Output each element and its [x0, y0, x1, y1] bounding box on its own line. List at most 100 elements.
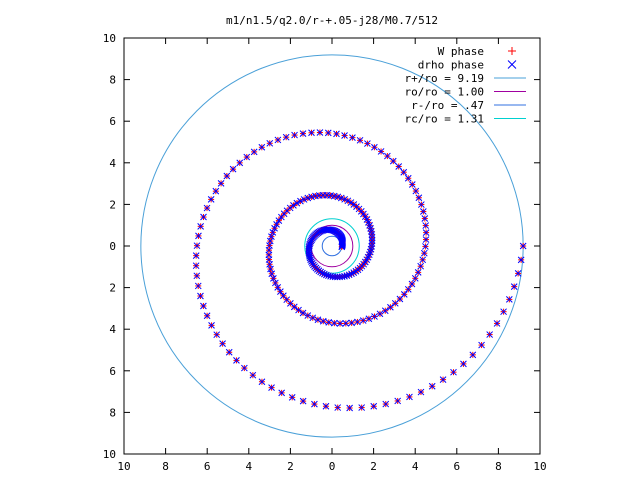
- point-1-196: [316, 129, 324, 136]
- x-tick-label-4: 2: [287, 460, 294, 473]
- point-1-170: [417, 262, 425, 270]
- legend-swatch-1: [507, 60, 517, 69]
- point-1-250: [469, 351, 477, 359]
- point-1-195: [324, 129, 332, 137]
- point-1-161: [381, 307, 389, 315]
- point-1-115: [304, 194, 312, 202]
- point-1-222: [200, 302, 207, 310]
- point-1-224: [208, 322, 215, 329]
- y-tick-label-5: 0: [109, 240, 116, 253]
- point-1-220: [194, 282, 202, 290]
- y-tick-label-0: 10: [103, 448, 116, 461]
- legend-swatch-0: [508, 47, 516, 55]
- point-1-174: [422, 236, 430, 243]
- point-1-241: [370, 402, 378, 410]
- point-1-258: [517, 256, 525, 264]
- point-1-254: [500, 308, 507, 316]
- point-1-160: [376, 310, 384, 318]
- point-1-194: [333, 130, 340, 138]
- point-1-171: [419, 256, 427, 264]
- point-1-51: [306, 254, 314, 262]
- point-1-71: [341, 272, 348, 280]
- point-1-244: [406, 393, 413, 401]
- point-1-209: [217, 179, 225, 187]
- y-tick-label-3: 4: [109, 323, 116, 336]
- point-1-204: [250, 148, 258, 156]
- point-1-197: [308, 129, 315, 137]
- point-1-246: [428, 382, 436, 390]
- point-1-189: [371, 143, 378, 151]
- point-1-242: [382, 400, 390, 408]
- point-1-180: [415, 194, 423, 202]
- point-1-136: [268, 270, 276, 278]
- point-1-234: [288, 394, 296, 401]
- point-1-168: [411, 274, 419, 282]
- point-1-146: [299, 309, 307, 317]
- legend-label-4: r-/ro = .47: [411, 99, 484, 112]
- point-1-188: [377, 148, 385, 155]
- point-1-202: [266, 139, 274, 147]
- point-1-214: [197, 222, 205, 230]
- point-1-237: [322, 402, 330, 410]
- point-1-215: [195, 232, 202, 240]
- point-1-72: [343, 272, 351, 279]
- point-1-199: [291, 131, 298, 139]
- point-1-158: [365, 315, 373, 323]
- point-1-187: [384, 152, 391, 160]
- point-1-177: [421, 215, 429, 222]
- point-1-212: [203, 204, 211, 212]
- y-tick-label-6: 2: [109, 198, 116, 211]
- y-tick-label-2: 6: [109, 365, 116, 378]
- point-1-175: [422, 229, 430, 236]
- point-1-208: [223, 172, 231, 180]
- point-1-243: [394, 397, 402, 405]
- point-1-116: [300, 196, 308, 203]
- point-1-151: [325, 319, 333, 326]
- point-1-103: [347, 199, 355, 206]
- point-1-167: [408, 280, 416, 288]
- point-1-238: [334, 404, 342, 411]
- x-tick-label-10: 10: [533, 460, 546, 473]
- point-1-203: [258, 143, 266, 151]
- point-1-181: [412, 187, 420, 195]
- point-1-225: [213, 331, 221, 339]
- y-tick-label-8: 6: [109, 115, 116, 128]
- point-1-52: [307, 256, 314, 264]
- point-1-119: [290, 202, 297, 209]
- point-1-182: [408, 181, 416, 188]
- x-tick-label-1: 8: [162, 460, 169, 473]
- point-1-173: [422, 243, 429, 250]
- point-1-240: [358, 404, 366, 411]
- point-1-155: [348, 319, 355, 327]
- point-1-184: [400, 168, 408, 176]
- point-1-154: [342, 320, 350, 327]
- x-tick-label-2: 6: [204, 460, 211, 473]
- point-1-176: [422, 222, 430, 229]
- point-1-221: [197, 292, 204, 300]
- point-1-247: [439, 376, 447, 383]
- point-1-230: [249, 371, 257, 379]
- point-1-252: [486, 331, 494, 338]
- point-1-249: [460, 360, 467, 368]
- y-tick-label-7: 4: [109, 157, 116, 170]
- phase-points: [192, 129, 527, 412]
- point-1-183: [404, 174, 412, 182]
- point-1-172: [420, 249, 428, 257]
- point-1-144: [290, 303, 298, 311]
- point-1-257: [514, 270, 522, 277]
- point-1-153: [336, 320, 344, 327]
- point-1-137: [270, 275, 277, 282]
- point-1-114: [308, 193, 315, 201]
- point-1-140: [277, 288, 284, 296]
- point-1-186: [389, 157, 397, 165]
- point-1-125: [273, 220, 280, 228]
- point-1-233: [278, 389, 286, 397]
- point-1-206: [236, 159, 244, 167]
- point-1-63: [322, 271, 330, 279]
- y-tick-label-4: 2: [109, 282, 116, 295]
- point-1-219: [193, 272, 201, 280]
- point-1-102: [350, 201, 358, 208]
- point-1-89: [368, 237, 376, 244]
